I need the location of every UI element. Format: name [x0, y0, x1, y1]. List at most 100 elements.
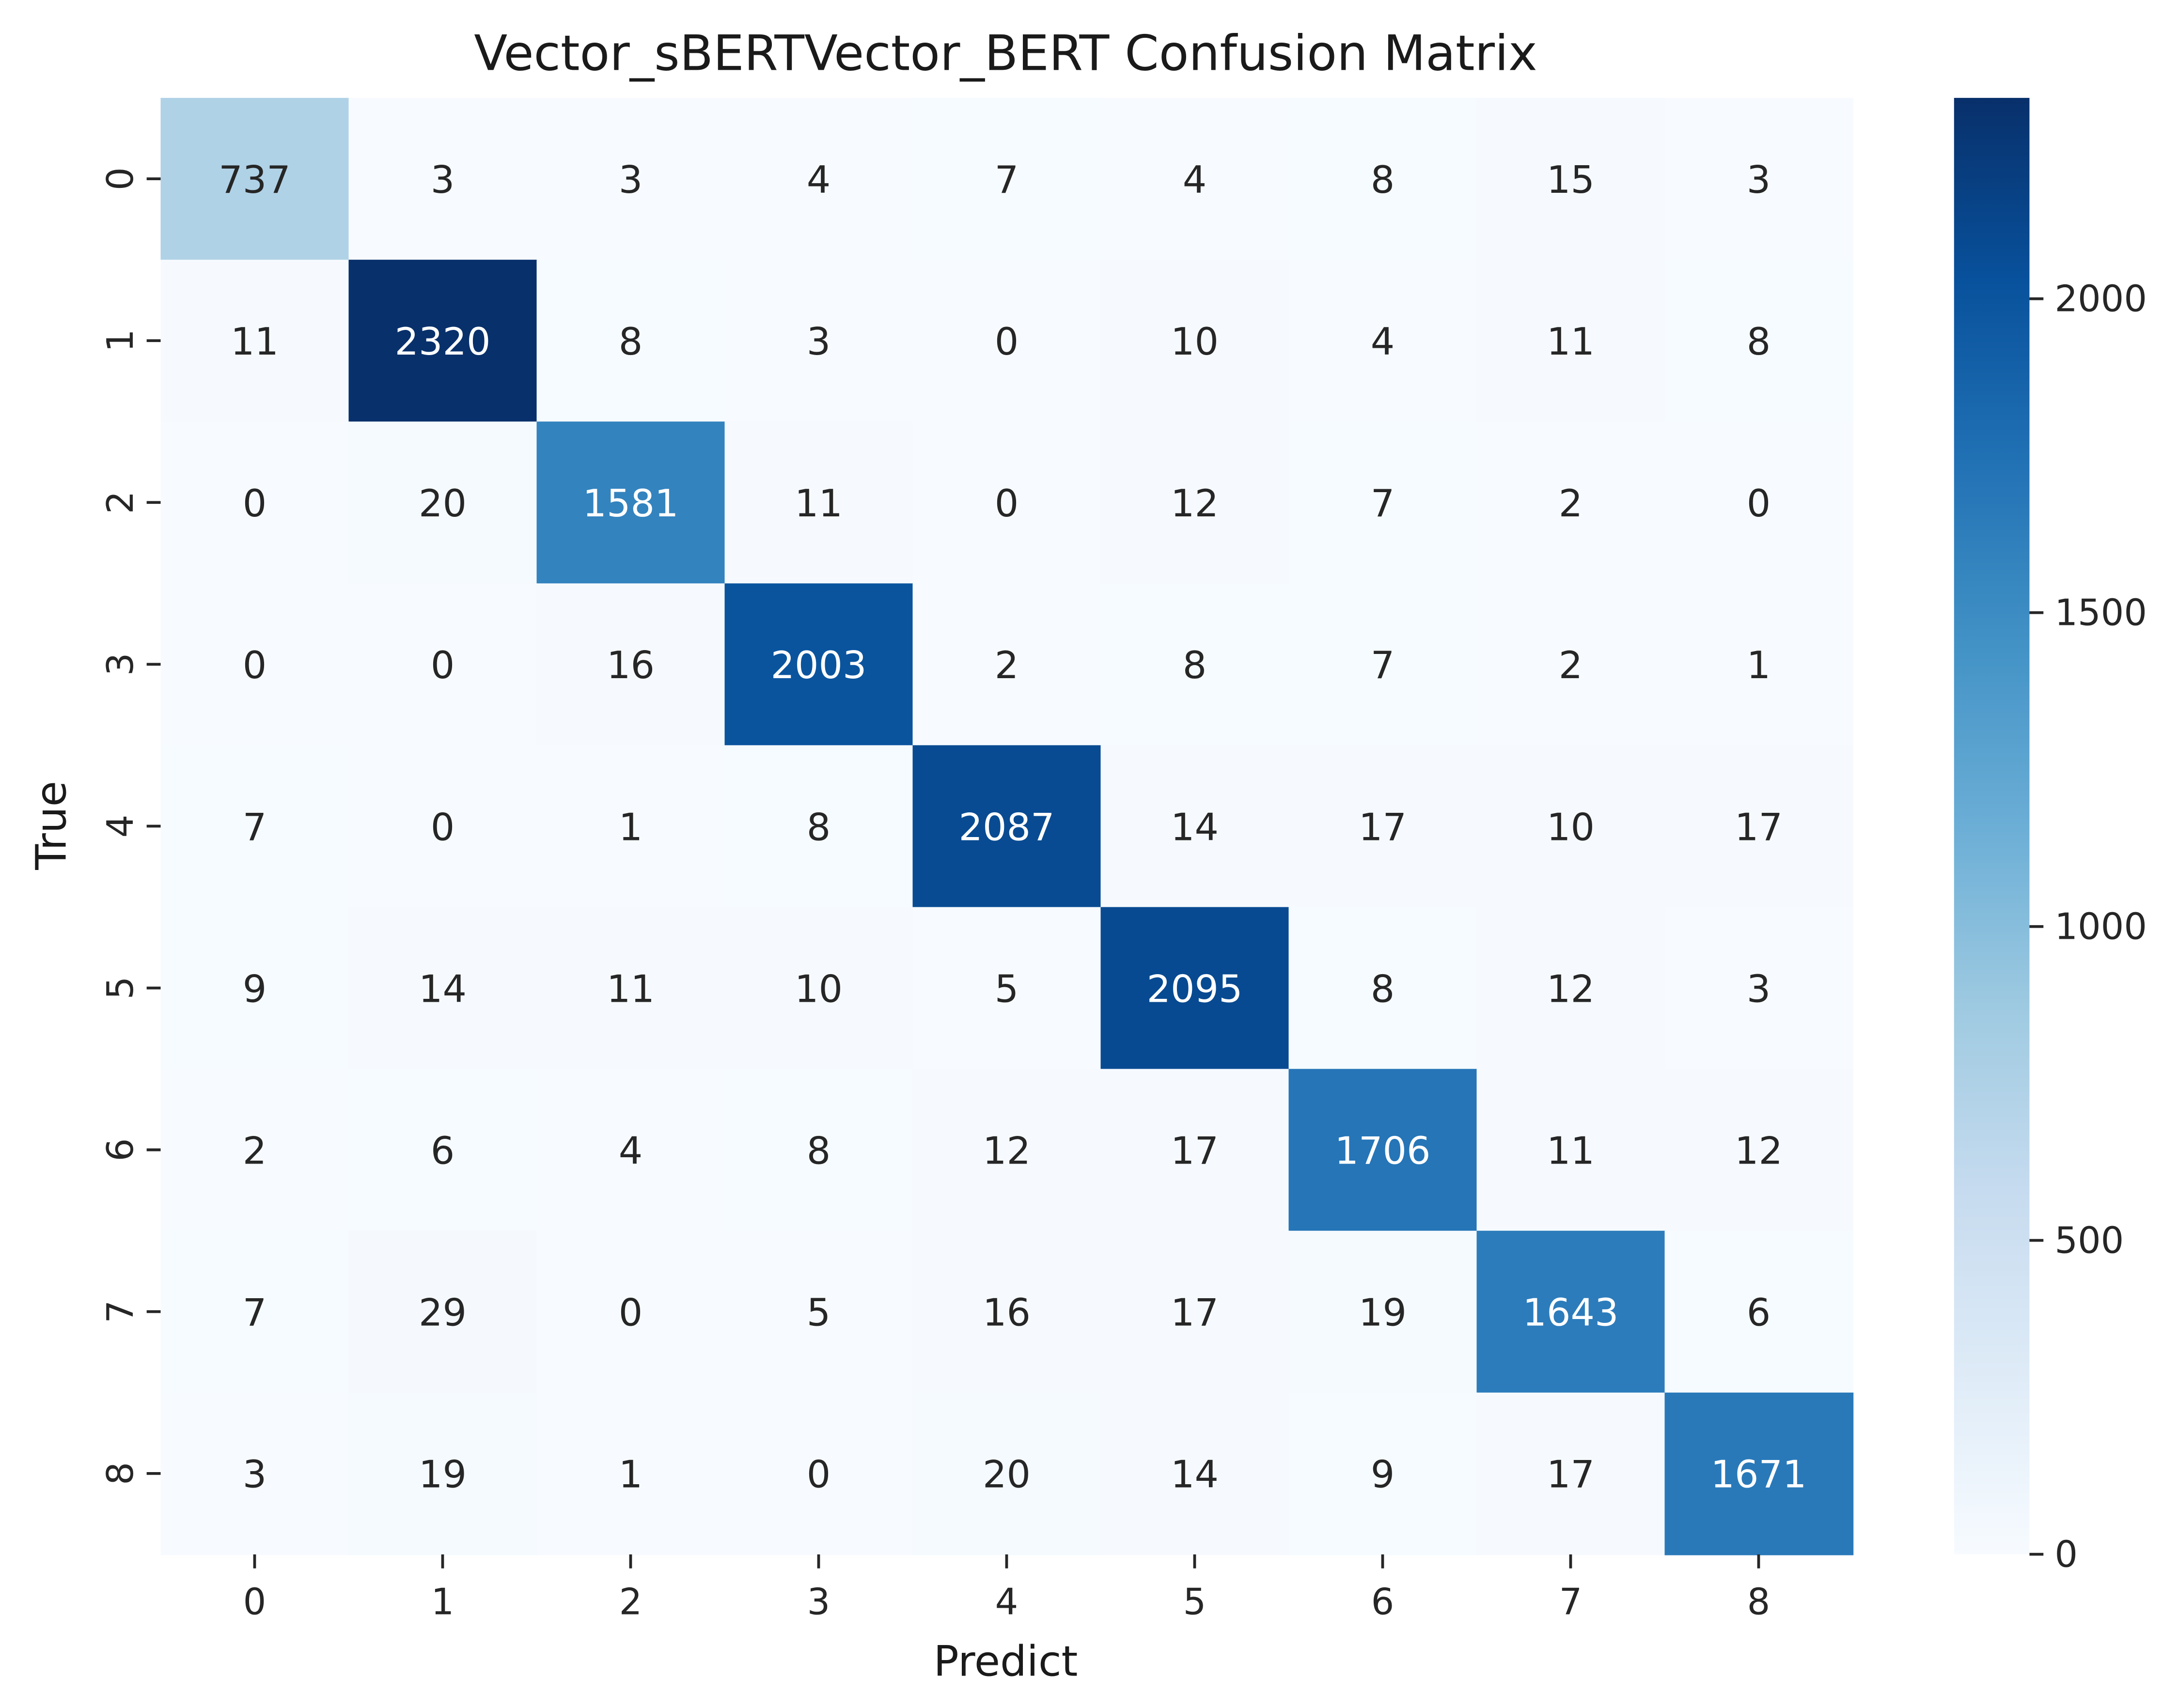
cell-value-label: 16 [607, 644, 655, 687]
heatmap-cell-r2-c4 [912, 421, 1102, 585]
cell-value-label: 1581 [582, 482, 678, 526]
cell-value-label: 3 [431, 158, 455, 202]
cell-value-label: 0 [807, 1453, 831, 1497]
cell-value-label: 9 [243, 967, 267, 1011]
cell-value-label: 8 [1183, 644, 1207, 687]
cell-value-label: 7 [995, 158, 1019, 202]
y-tick-label: 8 [99, 1462, 141, 1485]
cell-value-label: 16 [983, 1291, 1031, 1335]
heatmap-cells [160, 98, 1854, 1555]
cell-value-label: 2 [243, 1130, 267, 1173]
cell-value-label: 0 [1747, 482, 1771, 526]
cell-value-label: 14 [1171, 806, 1219, 849]
cell-value-label: 0 [619, 1291, 643, 1335]
heatmap-cell-r4-c5 [1100, 745, 1290, 908]
cell-value-label: 6 [1747, 1291, 1771, 1335]
heatmap-cell-r0-c4 [912, 98, 1102, 261]
cell-value-label: 14 [1171, 1453, 1219, 1497]
cell-value-label: 1 [619, 806, 643, 849]
cell-value-label: 4 [1183, 158, 1207, 202]
heatmap-cell-r8-c8 [1664, 1392, 1854, 1555]
cell-value-label: 17 [1547, 1453, 1595, 1497]
heatmap-cell-r3-c5 [1100, 583, 1290, 746]
chart-title: Vector_sBERTVector_BERT Confusion Matrix [474, 24, 1537, 81]
heatmap-cell-r3-c8 [1664, 583, 1854, 746]
cell-value-label: 0 [995, 320, 1019, 364]
cell-value-label: 12 [1547, 967, 1595, 1011]
x-tick-label: 3 [807, 1581, 830, 1623]
cell-value-label: 11 [1547, 320, 1595, 364]
heatmap-cell-r5-c4 [912, 907, 1102, 1070]
heatmap-cell-r8-c2 [536, 1392, 726, 1555]
heatmap-cell-r8-c7 [1476, 1392, 1666, 1555]
cell-value-label: 0 [431, 806, 455, 849]
heatmap-cell-r5-c1 [348, 907, 538, 1070]
cell-value-label: 4 [619, 1130, 643, 1173]
heatmap-cell-r1-c8 [1664, 260, 1854, 422]
heatmap-cell-r5-c8 [1664, 907, 1854, 1070]
heatmap-cell-r5-c3 [724, 907, 914, 1070]
cell-value-label: 17 [1171, 1130, 1219, 1173]
heatmap-cell-r2-c2 [536, 421, 726, 585]
cell-value-label: 8 [1371, 967, 1395, 1011]
x-tick-label: 8 [1747, 1581, 1771, 1623]
cell-value-label: 3 [619, 158, 643, 202]
cell-value-label: 0 [431, 644, 455, 687]
cell-value-label: 11 [607, 967, 655, 1011]
heatmap-cell-r4-c2 [536, 745, 726, 908]
heatmap-cell-r6-c6 [1288, 1069, 1478, 1232]
heatmap-cell-r4-c8 [1664, 745, 1854, 908]
heatmap-cell-r0-c8 [1664, 98, 1854, 261]
y-tick-label: 5 [99, 977, 141, 1000]
cell-value-label: 8 [807, 806, 831, 849]
heatmap-cell-r3-c2 [536, 583, 726, 746]
y-axis-label: True [27, 781, 76, 870]
heatmap-cell-r7-c2 [536, 1230, 726, 1394]
x-tick-label: 0 [243, 1581, 266, 1623]
cell-value-label: 2 [995, 644, 1019, 687]
cell-value-label: 12 [1735, 1130, 1783, 1173]
cell-value-label: 7 [243, 806, 267, 849]
heatmap-cell-r0-c1 [348, 98, 538, 261]
heatmap-cell-r4-c4 [912, 745, 1102, 908]
heatmap-cell-r8-c0 [160, 1392, 350, 1555]
cell-value-label: 8 [619, 320, 643, 364]
colorbar-tick-label: 1000 [2054, 905, 2147, 948]
heatmap-cell-r0-c5 [1100, 98, 1290, 261]
cell-value-label: 10 [1547, 806, 1595, 849]
heatmap-cell-r8-c6 [1288, 1392, 1478, 1555]
heatmap-cell-r3-c6 [1288, 583, 1478, 746]
heatmap-cell-r0-c0 [160, 98, 350, 261]
heatmap-cell-r2-c7 [1476, 421, 1666, 585]
colorbar-tick-label: 0 [2054, 1533, 2078, 1576]
cell-value-label: 29 [419, 1291, 467, 1335]
heatmap-cell-r6-c5 [1100, 1069, 1290, 1232]
cell-value-label: 2 [1559, 644, 1583, 687]
heatmap-cell-r1-c2 [536, 260, 726, 422]
heatmap-cell-r5-c0 [160, 907, 350, 1070]
cell-value-label: 1643 [1522, 1291, 1618, 1335]
cell-value-label: 8 [807, 1130, 831, 1173]
cell-value-label: 9 [1371, 1453, 1395, 1497]
heatmap-cell-r4-c7 [1476, 745, 1666, 908]
cell-value-label: 10 [795, 967, 843, 1011]
cell-value-label: 2003 [770, 644, 866, 687]
heatmap-cell-r6-c2 [536, 1069, 726, 1232]
heatmap-cell-r8-c1 [348, 1392, 538, 1555]
heatmap-cell-r0-c3 [724, 98, 914, 261]
heatmap-cell-r2-c3 [724, 421, 914, 585]
cell-value-label: 8 [1371, 158, 1395, 202]
heatmap-cell-r6-c8 [1664, 1069, 1854, 1232]
x-tick-label: 7 [1559, 1581, 1583, 1623]
y-axis-ticks: 0 1 2 3 4 5 6 7 8 [99, 167, 161, 1485]
x-tick-label: 2 [619, 1581, 642, 1623]
heatmap-cell-r2-c6 [1288, 421, 1478, 585]
colorbar [1954, 98, 2030, 1554]
heatmap-cell-r3-c7 [1476, 583, 1666, 746]
y-tick-label: 4 [99, 815, 141, 838]
heatmap-cell-r6-c7 [1476, 1069, 1666, 1232]
cell-value-label: 7 [243, 1291, 267, 1335]
heatmap-cell-labels: 737 3 3 4 7 4 8 15 311 2320 8 3 0 10 4 11 80 20 1581 11 0 12 7… [219, 158, 1806, 1497]
y-tick-label: 1 [99, 329, 141, 352]
cell-value-label: 17 [1359, 806, 1407, 849]
